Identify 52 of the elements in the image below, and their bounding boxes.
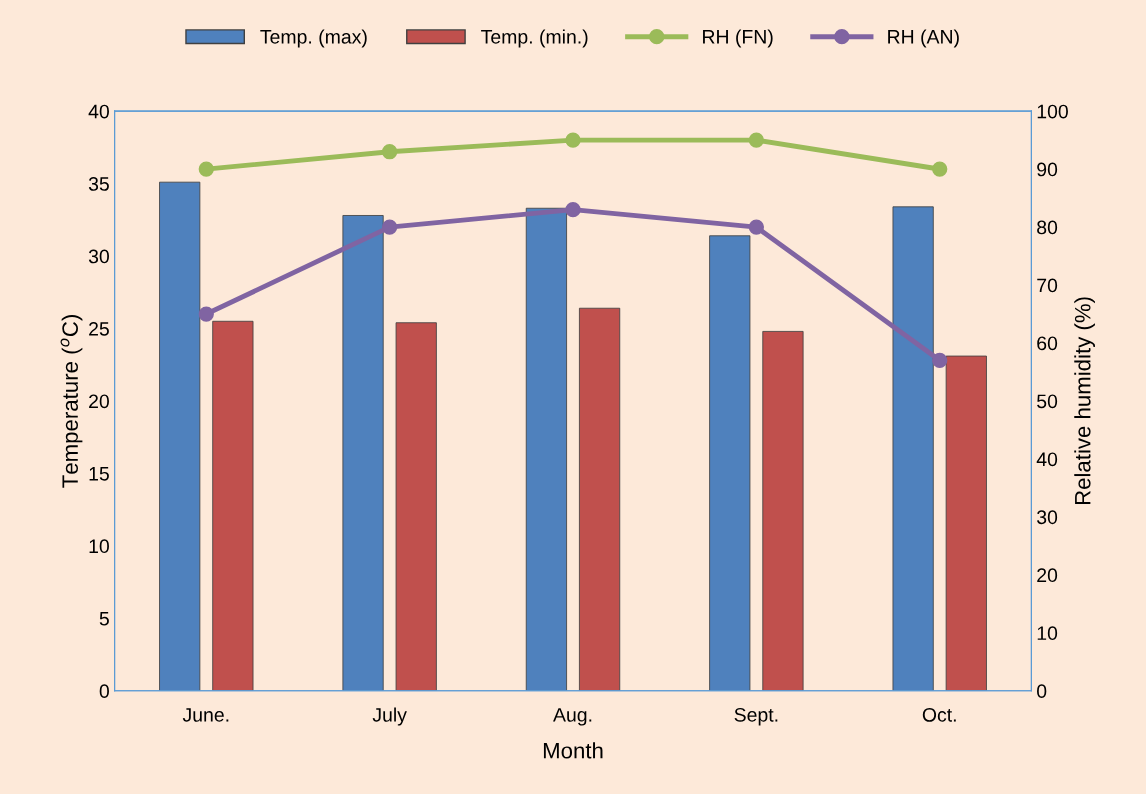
bar [342, 215, 384, 691]
y2-tick-label: 20 [1037, 568, 1058, 583]
x-tick-label: July [372, 707, 407, 726]
bar [395, 322, 437, 691]
point [382, 219, 398, 235]
y2-tick-label: 10 [1037, 626, 1058, 641]
y-tick-label: 35 [88, 177, 109, 191]
y2-tick-label: 90 [1037, 162, 1058, 177]
y-tick-label: 30 [88, 249, 109, 264]
point [932, 161, 948, 177]
y2-axis-title: Relative humidity (%) [1074, 297, 1095, 505]
x-axis-title: Month [543, 742, 603, 759]
bar [212, 320, 254, 691]
x-tick-label: Aug. [553, 708, 592, 726]
legend-label: Temp. (min.) [481, 29, 588, 48]
point [198, 306, 214, 322]
point [565, 132, 581, 148]
y2-tick-label: 80 [1037, 220, 1058, 235]
point [748, 132, 764, 148]
y-tick-label: 20 [89, 394, 109, 409]
y-tick-label: 15 [89, 467, 109, 481]
point [932, 352, 948, 369]
bar [762, 331, 804, 691]
x-tick-label: Sept. [734, 707, 778, 726]
y2-tick-label: 0 [1037, 684, 1047, 699]
y-tick-label: 5 [99, 612, 109, 626]
legend-label: RH (FN) [703, 29, 773, 48]
legend-label: Temp. (max) [260, 29, 367, 48]
point [198, 161, 214, 177]
y-tick-label: 25 [89, 321, 109, 336]
x-tick-label: June. [182, 708, 229, 722]
point [748, 219, 764, 235]
bar [892, 206, 934, 691]
x-tick-label: Oct. [922, 707, 956, 722]
point [565, 202, 581, 218]
y-tick-label: 10 [89, 539, 109, 554]
bar [709, 235, 751, 691]
y-axis-title: Temperature ($^{o}$C) [60, 315, 83, 488]
y2-tick-label: 100 [1037, 104, 1068, 119]
y2-tick-label: 30 [1037, 510, 1058, 525]
y2-tick-label: 50 [1037, 394, 1058, 409]
y2-tick-label: 70 [1037, 278, 1058, 293]
bar [945, 355, 987, 691]
y-tick-label: 40 [88, 104, 109, 119]
bar [159, 181, 201, 691]
y2-tick-label: 60 [1037, 336, 1058, 351]
y-tick-label: 0 [99, 684, 109, 699]
bar [525, 207, 567, 691]
y2-tick-label: 40 [1036, 452, 1058, 467]
legend-label: RH (AN) [888, 29, 959, 48]
bar [579, 307, 621, 691]
point [382, 144, 398, 160]
